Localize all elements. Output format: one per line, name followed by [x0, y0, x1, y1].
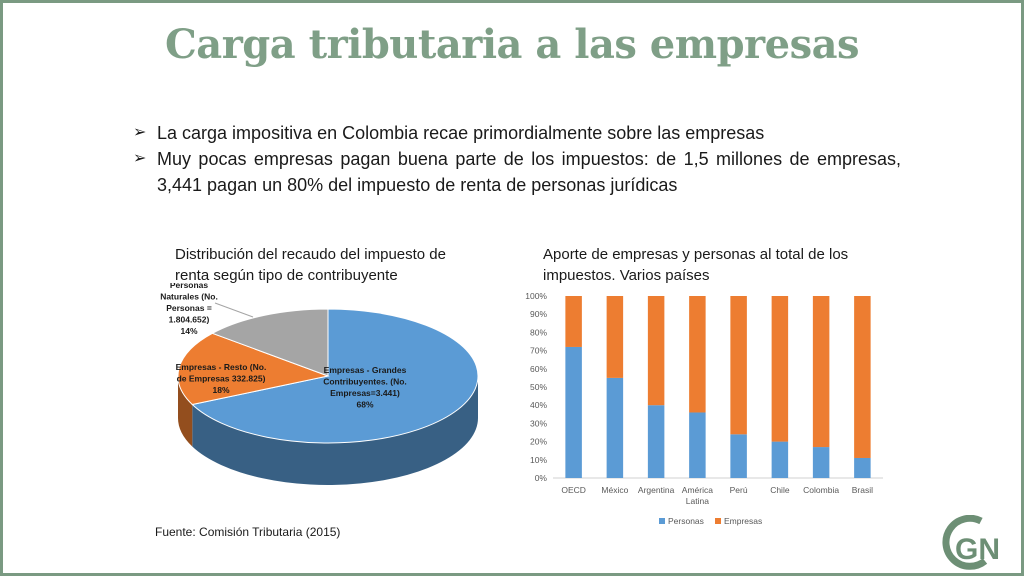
pie-slice-label: Personas Naturales (No. Personas = 1.804.65…: [160, 283, 218, 336]
arrow-bullet-icon: ➢: [133, 124, 147, 141]
x-tick-label: Chile: [770, 485, 790, 495]
y-tick-label: 90%: [530, 309, 547, 319]
bar-personas: [606, 377, 624, 478]
x-tick-label: Perú: [730, 485, 748, 495]
pie-slice-side: [178, 376, 193, 447]
bar-personas: [812, 447, 830, 478]
bar-personas: [689, 412, 706, 478]
bullet-item: ➢ La carga impositiva en Colombia recae p…: [133, 120, 901, 146]
pie-slice-side: [192, 376, 478, 485]
pie-slice-label: Empresas - Resto (No. de Empresas 332.825…: [176, 362, 267, 395]
y-tick-label: 40%: [530, 400, 547, 410]
y-tick-label: 0%: [535, 473, 548, 483]
pie-slice-label: Empresas - Grandes Contribuyentes. (No. Em…: [323, 365, 407, 410]
pie-chart: Empresas - Grandes Contribuyentes. (No. Em…: [160, 283, 479, 485]
bar-empresas: [565, 296, 582, 347]
source-note: Fuente: Comisión Tributaria (2015): [155, 525, 341, 539]
slide-title: Carga tributaria a las empresas: [164, 21, 860, 68]
bar-empresas: [689, 296, 706, 413]
bar-personas: [565, 346, 582, 478]
bullet-text: Muy pocas empresas pagan buena parte de …: [157, 149, 901, 195]
bar-personas: [854, 457, 871, 478]
x-tick-label: Brasil: [852, 485, 873, 495]
bar-personas: [647, 405, 665, 478]
bar-chart: 0% 10% 20% 30% 40% 50% 60% 70% 80% 90% 100% OECD Méx…: [525, 291, 883, 526]
bar-empresas: [606, 296, 624, 378]
y-tick-label: 60%: [530, 364, 547, 374]
x-tick-label: México: [601, 485, 628, 495]
bar-empresas: [647, 296, 665, 406]
y-tick-label: 50%: [530, 382, 547, 392]
logo-text: GN: [955, 533, 1000, 566]
y-tick-label: 80%: [530, 327, 547, 337]
bar-empresas: [812, 296, 830, 448]
pie-leader-line: [214, 302, 254, 318]
pie-slice: [191, 308, 479, 444]
arrow-bullet-icon: ➢: [133, 150, 147, 167]
y-tick-label: 30%: [530, 418, 547, 428]
bar-personas: [771, 441, 789, 478]
bar-personas: [730, 434, 747, 478]
pie-slice: [177, 332, 330, 406]
legend-label: Personas: [668, 516, 704, 526]
pie-slice: [211, 308, 329, 377]
gn-logo: GN: [942, 515, 1000, 570]
x-tick-label: Argentina: [638, 485, 675, 495]
legend-label: Empresas: [724, 516, 762, 526]
bullet-item: ➢ Muy pocas empresas pagan buena parte de…: [133, 146, 901, 198]
bar-empresas: [854, 296, 871, 458]
y-tick-label: 100%: [525, 291, 547, 301]
x-tick-label: OECD: [561, 485, 586, 495]
x-tick-label: América Latina: [682, 485, 713, 506]
bar-chart-title: Aporte de empresas y personas al total d…: [543, 246, 849, 284]
legend-swatch: [715, 518, 721, 524]
y-tick-label: 70%: [530, 346, 547, 356]
legend-swatch: [659, 518, 665, 524]
bar-empresas: [730, 296, 747, 435]
bullet-list: ➢ La carga impositiva en Colombia recae p…: [133, 120, 901, 198]
bar-empresas: [771, 296, 789, 442]
y-tick-label: 20%: [530, 437, 547, 447]
y-tick-label: 10%: [530, 455, 547, 465]
x-tick-label: Colombia: [803, 485, 839, 495]
bullet-text: La carga impositiva en Colombia recae pr…: [157, 123, 765, 143]
pie-chart-title: Distribución del recaudo del impuesto de…: [175, 246, 446, 284]
